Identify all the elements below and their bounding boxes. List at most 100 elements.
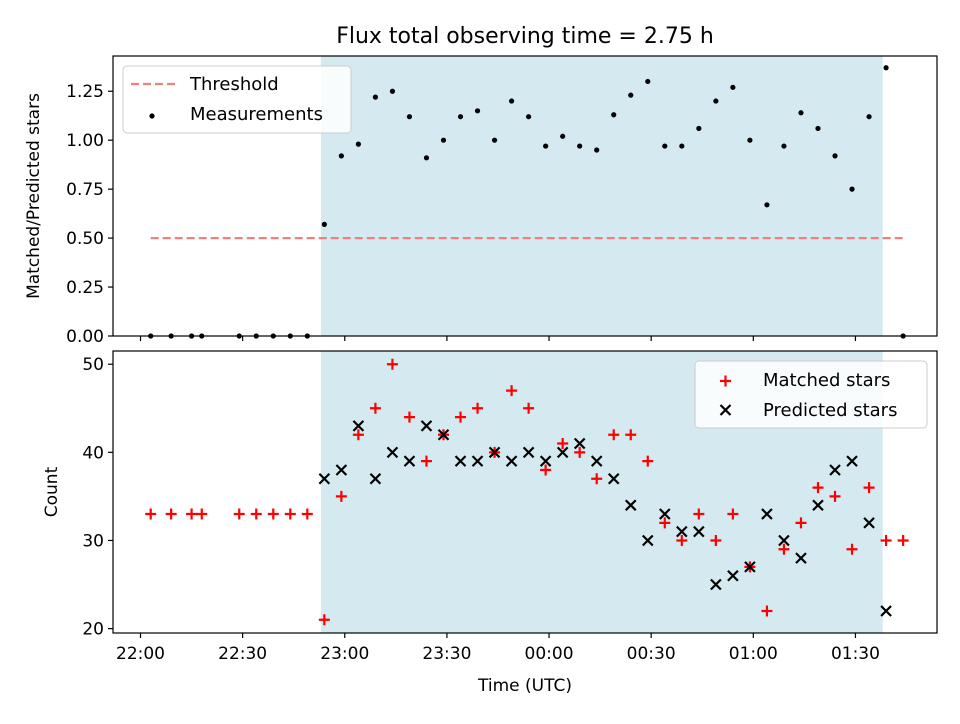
measurement-point	[611, 112, 617, 118]
predicted-point	[659, 508, 671, 520]
matched-point	[693, 508, 705, 520]
matched-point	[863, 482, 875, 494]
matched-point	[625, 429, 637, 441]
predicted-point	[437, 428, 450, 441]
predicted-point	[624, 499, 637, 511]
measurement-point	[883, 65, 889, 71]
legend-predicted-swatch	[719, 404, 732, 416]
legend-box	[122, 65, 352, 134]
matched-point	[540, 464, 552, 476]
legend-matched-swatch	[720, 375, 731, 387]
measurement-point	[560, 133, 566, 139]
chart-title: Flux total observing time = 2.75 h	[336, 24, 714, 49]
y-tick-label: 1.00	[66, 131, 104, 151]
predicted-point	[727, 569, 739, 582]
x-tick-label: 01:30	[831, 644, 880, 664]
measurement-point	[321, 221, 327, 227]
predicted-point	[693, 525, 705, 538]
measurement-point	[526, 114, 532, 120]
matched-point	[301, 508, 313, 520]
predicted-point	[846, 455, 858, 467]
predicted-point	[352, 420, 365, 432]
predicted-point	[556, 446, 569, 459]
matched-point	[880, 534, 892, 546]
y-tick-label: 0.75	[66, 180, 104, 200]
matched-point	[591, 473, 603, 485]
predicted-point	[863, 517, 875, 529]
matched-point	[829, 490, 841, 502]
predicted-point	[829, 464, 841, 476]
matched-point	[186, 508, 198, 520]
matched-point	[846, 543, 858, 555]
predicted-point	[778, 534, 790, 547]
y-axis-label: Matched/Predicted stars	[24, 93, 44, 299]
legend-box	[694, 360, 928, 429]
matched-point	[761, 605, 773, 617]
legend: Threshold Measurements	[122, 65, 352, 134]
predicted-point	[335, 464, 348, 476]
measurement-point	[457, 114, 464, 120]
measurement-point	[866, 114, 872, 120]
measurement-point	[406, 114, 413, 120]
matched-point	[455, 411, 467, 423]
measurement-point	[372, 94, 379, 100]
x-tick-label: 23:00	[320, 644, 369, 664]
axes-frame	[112, 55, 938, 337]
measurement-point	[781, 143, 787, 149]
matched-point	[812, 482, 824, 494]
matched-point	[403, 411, 415, 423]
matched-point	[352, 429, 364, 441]
measurement-point	[696, 125, 702, 132]
predicted-point	[539, 455, 552, 467]
predicted-point	[454, 455, 467, 467]
panel-count: 20 30 40 50 22:00 22:30 23:00 23:30 00:00 00:30 01…	[42, 350, 938, 696]
y-tick-label: 1.25	[66, 82, 104, 102]
matched-point	[250, 508, 262, 520]
legend-measurements-label: Measurements	[190, 104, 323, 125]
matched-point	[386, 358, 398, 370]
matched-point	[267, 508, 279, 520]
predicted-point	[488, 446, 501, 459]
predicted-point	[471, 455, 484, 467]
matched-point	[318, 614, 330, 626]
matched-point	[145, 508, 157, 520]
y-tick-label: 20	[82, 620, 104, 640]
matched-point	[897, 534, 909, 546]
legend-threshold-label: Threshold	[189, 74, 279, 95]
y-tick-label: 0.25	[66, 278, 104, 298]
predicted-point	[403, 455, 416, 467]
predicted-point	[812, 499, 824, 511]
measurement-point	[645, 78, 651, 85]
x-tick-label: 22:30	[218, 644, 267, 664]
predicted-point	[369, 473, 382, 485]
predicted-point	[590, 455, 603, 467]
matched-point	[523, 402, 535, 414]
y-tick-label: 0.50	[66, 229, 104, 249]
series-matched-stars	[145, 358, 909, 626]
observing-span	[320, 56, 883, 336]
measurement-point	[440, 137, 447, 143]
measurement-point	[679, 143, 685, 149]
measurement-point	[713, 98, 719, 104]
y-tick-label: 30	[82, 531, 104, 551]
y-tick-label: 0.00	[66, 327, 104, 347]
predicted-point	[795, 552, 807, 564]
x-tick-label: 00:00	[525, 644, 574, 664]
measurement-point	[662, 143, 668, 149]
matched-point	[795, 517, 807, 529]
y-tick-label: 50	[82, 355, 104, 375]
matched-point	[472, 402, 484, 414]
matched-point	[506, 385, 518, 397]
measurement-point	[338, 153, 344, 159]
matched-point	[233, 508, 245, 520]
x-tick-label: 01:00	[729, 644, 778, 664]
matched-point	[727, 508, 739, 520]
measurement-point	[389, 88, 396, 94]
matched-point	[574, 446, 586, 458]
series-predicted-stars	[318, 420, 892, 617]
x-tick-label: 00:30	[627, 644, 676, 664]
measurement-point	[747, 137, 753, 143]
matched-point	[778, 543, 790, 555]
